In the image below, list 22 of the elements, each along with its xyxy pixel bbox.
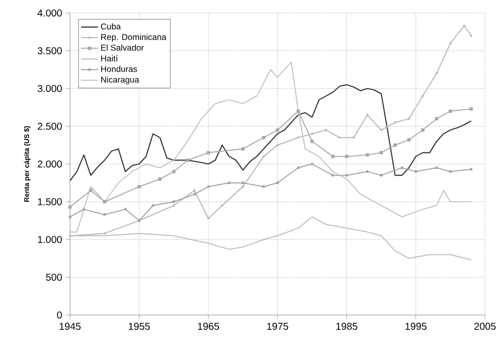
legend-label: Haití: [101, 55, 118, 62]
x-tick-label: 1945: [60, 322, 81, 330]
y-tick-label: 3.500: [38, 47, 62, 54]
x-tick-label: 1955: [128, 322, 150, 330]
legend-label: Rep. Dominicana: [101, 34, 166, 42]
legend-label: Cuba: [101, 23, 121, 30]
x-tick-label: 1975: [267, 322, 288, 330]
legend-label: Honduras: [101, 66, 137, 72]
y-tick-label: 1.000: [38, 236, 62, 244]
x-tick-label: 1995: [406, 322, 426, 330]
y-tick-label: 2.500: [38, 122, 62, 130]
legend-label: El Salvador: [101, 44, 144, 51]
x-tick-label: 2005: [474, 322, 496, 330]
y-tick-label: 3.000: [38, 84, 62, 92]
x-tick-label: 1985: [336, 322, 358, 330]
y-tick-label: 4.000: [38, 9, 62, 17]
y-tick-label: 1.500: [38, 198, 62, 206]
y-tick-label: 2.000: [38, 160, 62, 168]
y-tick-label: 500: [46, 274, 62, 281]
legend-label: Nicaragua: [101, 76, 140, 84]
y-tick-label: 0: [57, 311, 62, 319]
x-tick-label: 1965: [198, 322, 219, 330]
